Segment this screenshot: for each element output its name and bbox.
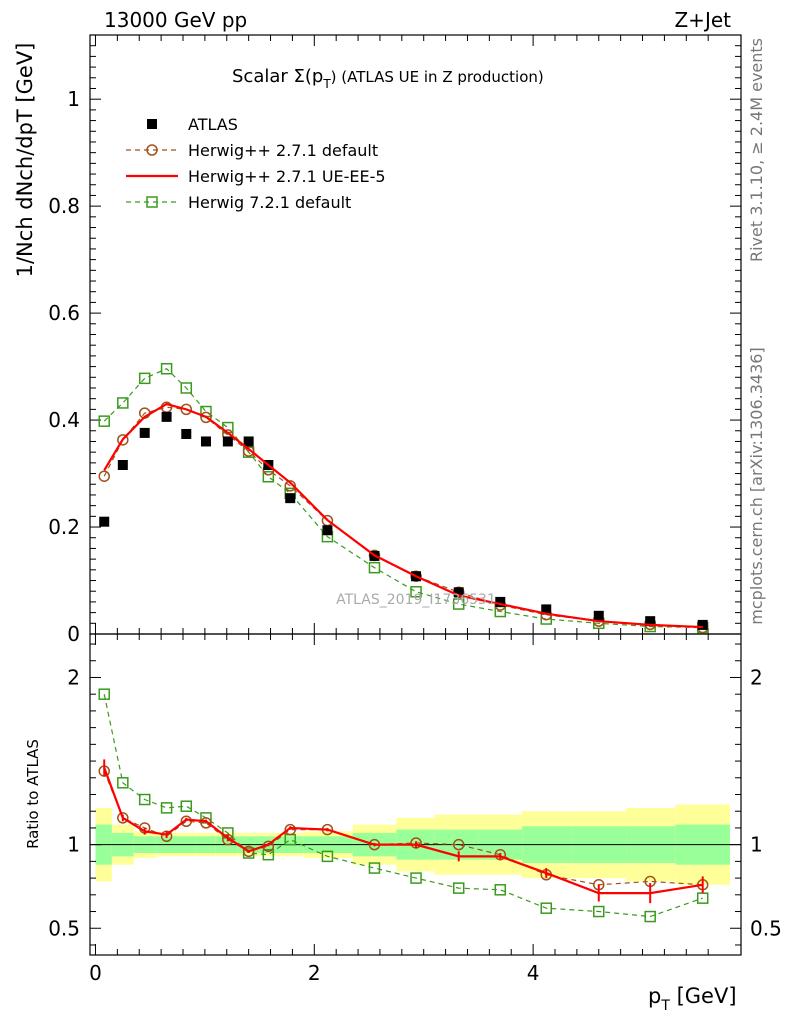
legend-label: Herwig 7.2.1 default (188, 193, 351, 212)
data-point (452, 838, 465, 851)
y-tick-label: 0 (67, 622, 80, 646)
data-point (222, 436, 233, 447)
ratio-series-line (103, 694, 703, 918)
x-axis-label-rest: [GeV] (670, 984, 737, 1008)
x-axis-label: pT [GeV] (648, 984, 737, 1014)
energy-label: 13000 GeV pp (104, 8, 247, 32)
data-point (453, 587, 464, 598)
data-point (410, 585, 422, 598)
data-point (410, 872, 422, 884)
data-point (593, 905, 605, 918)
data-point (98, 470, 110, 482)
legend-label: Herwig++ 2.7.1 UE-EE-5 (188, 167, 386, 186)
data-point (368, 561, 381, 574)
ratio-frame (89, 633, 742, 956)
data-point (98, 415, 110, 427)
data-point (146, 196, 158, 208)
data-point (368, 862, 381, 874)
data-point (495, 596, 506, 607)
data-point (139, 427, 150, 438)
data-point (117, 812, 129, 824)
x-tick-label: 4 (527, 961, 540, 985)
ratio-y-tick-label-right: 1 (750, 833, 763, 857)
legend-label: ATLAS (188, 115, 238, 134)
data-point (200, 436, 211, 447)
data-point (180, 815, 193, 827)
data-point (200, 411, 212, 424)
data-point (160, 362, 173, 375)
data-point (697, 619, 708, 630)
x-tick-label: 0 (89, 961, 102, 985)
x-axis-label-sub: T (660, 998, 670, 1014)
y-tick-label: 0.4 (48, 408, 80, 432)
data-point (200, 817, 212, 829)
data-point (540, 902, 552, 914)
data-point (180, 382, 193, 394)
plot-title-sub: T (322, 77, 331, 91)
legend: ATLAS Herwig++ 2.7.1 default Herwig++ 2.7.… (126, 115, 386, 212)
data-point (180, 800, 193, 812)
top-series-line (103, 406, 703, 629)
plot-title-rest: ) (ATLAS UE in Z production) (331, 68, 544, 86)
data-point (322, 525, 333, 536)
data-point (284, 480, 296, 492)
top-ylabel: 1/Nch dNch/dpT [GeV] (13, 43, 37, 278)
y-tick-label: 0.6 (48, 301, 80, 325)
ratio-y-tick-label: 0.5 (48, 916, 80, 940)
data-point (284, 823, 296, 836)
process-label: Z+Jet (674, 8, 731, 32)
text-layer: 13000 GeV pp Z+Jet Rivet 3.1.10, ≥ 2.4M … (13, 8, 782, 1014)
data-point (262, 848, 275, 861)
data-point (181, 428, 192, 439)
data-point (161, 411, 172, 422)
data-point (243, 436, 254, 447)
data-point (138, 793, 151, 806)
ratio-y-tick-label: 1 (67, 833, 80, 857)
ratio-ylabel: Ratio to ATLAS (24, 739, 42, 849)
y-tick-label: 1 (67, 87, 80, 111)
ratio-y-tick-label-right: 0.5 (750, 916, 782, 940)
data-point (117, 397, 129, 409)
data-point (117, 459, 128, 470)
side-mcplots: mcplots.cern.ch [arXiv:1306.3436] (747, 347, 766, 624)
ratio-series-line (103, 767, 703, 895)
data-point (117, 777, 129, 789)
data-point (262, 471, 275, 483)
data-point (494, 884, 507, 896)
data-point (321, 850, 334, 863)
plot-title: Scalar Σ(pT) (ATLAS UE in Z production) (232, 66, 544, 91)
data-point (285, 493, 296, 504)
data-point (593, 610, 604, 621)
data-point (138, 372, 151, 385)
ratio-y-tick-label: 2 (67, 665, 80, 689)
data-point (541, 604, 552, 615)
data-point (160, 802, 173, 814)
watermark: ATLAS_2019_I1736531 (336, 592, 496, 608)
data-point (117, 434, 129, 446)
data-point (98, 688, 110, 700)
legend-label: Herwig++ 2.7.1 default (188, 141, 378, 160)
x-tick-label: 2 (308, 961, 321, 985)
ratio-y-tick-label-right: 2 (750, 665, 763, 689)
data-point (644, 910, 656, 923)
data-point (452, 598, 465, 610)
top-series-line (103, 368, 703, 629)
data-point (452, 882, 465, 894)
data-point (146, 144, 158, 156)
data-point (180, 403, 193, 416)
series-layer (98, 362, 709, 923)
y-tick-label: 0.2 (48, 515, 80, 539)
data-point (696, 892, 709, 904)
data-point (645, 616, 656, 627)
data-point (147, 119, 157, 129)
side-rivet: Rivet 3.1.10, ≥ 2.4M events (747, 38, 766, 262)
frame-and-ticks (89, 34, 742, 956)
top-series-line (103, 402, 703, 629)
data-point (242, 845, 255, 858)
data-point (99, 516, 110, 527)
y-tick-label: 0.8 (48, 194, 80, 218)
